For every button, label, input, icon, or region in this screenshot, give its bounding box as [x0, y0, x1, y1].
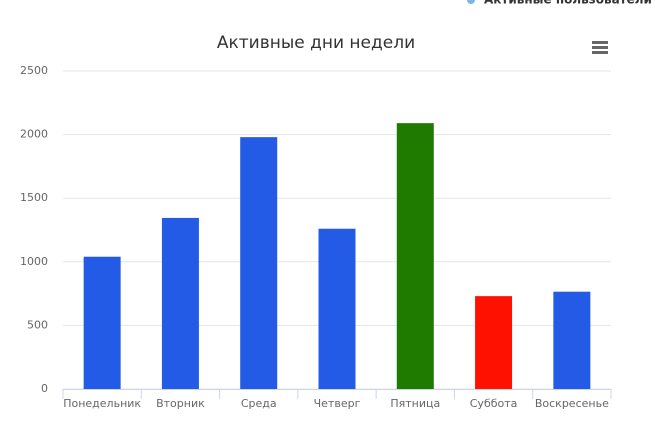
- menu-icon-line: [592, 41, 608, 44]
- menu-icon-line: [592, 46, 608, 49]
- x-tick-label: Четверг: [314, 397, 361, 410]
- x-tick-label: Вторник: [156, 397, 205, 410]
- y-tick-label: 0: [41, 382, 48, 395]
- legend-label: Активные пользователи: [484, 0, 652, 7]
- y-tick-label: 2000: [20, 128, 48, 141]
- bar: [396, 123, 434, 389]
- bar: [553, 291, 591, 389]
- y-tick-label: 500: [27, 318, 48, 331]
- bar: [475, 296, 513, 389]
- bar: [318, 228, 356, 389]
- bar: [161, 217, 199, 389]
- bar: [240, 137, 278, 389]
- y-tick-label: 1500: [20, 191, 48, 204]
- y-tick-label: 2500: [20, 64, 48, 77]
- menu-icon-line: [592, 51, 608, 54]
- x-tick-label: Воскресенье: [535, 397, 609, 410]
- x-tick-label: Пятница: [390, 397, 440, 410]
- chart-title: Активные дни недели: [217, 33, 415, 53]
- y-tick-label: 1000: [20, 255, 48, 268]
- x-tick-label: Среда: [241, 397, 277, 410]
- x-tick-label: Понедельник: [63, 397, 141, 410]
- menu-button[interactable]: [592, 41, 608, 54]
- bar: [83, 256, 121, 389]
- x-tick-label: Суббота: [470, 397, 518, 410]
- legend-marker: [467, 0, 475, 4]
